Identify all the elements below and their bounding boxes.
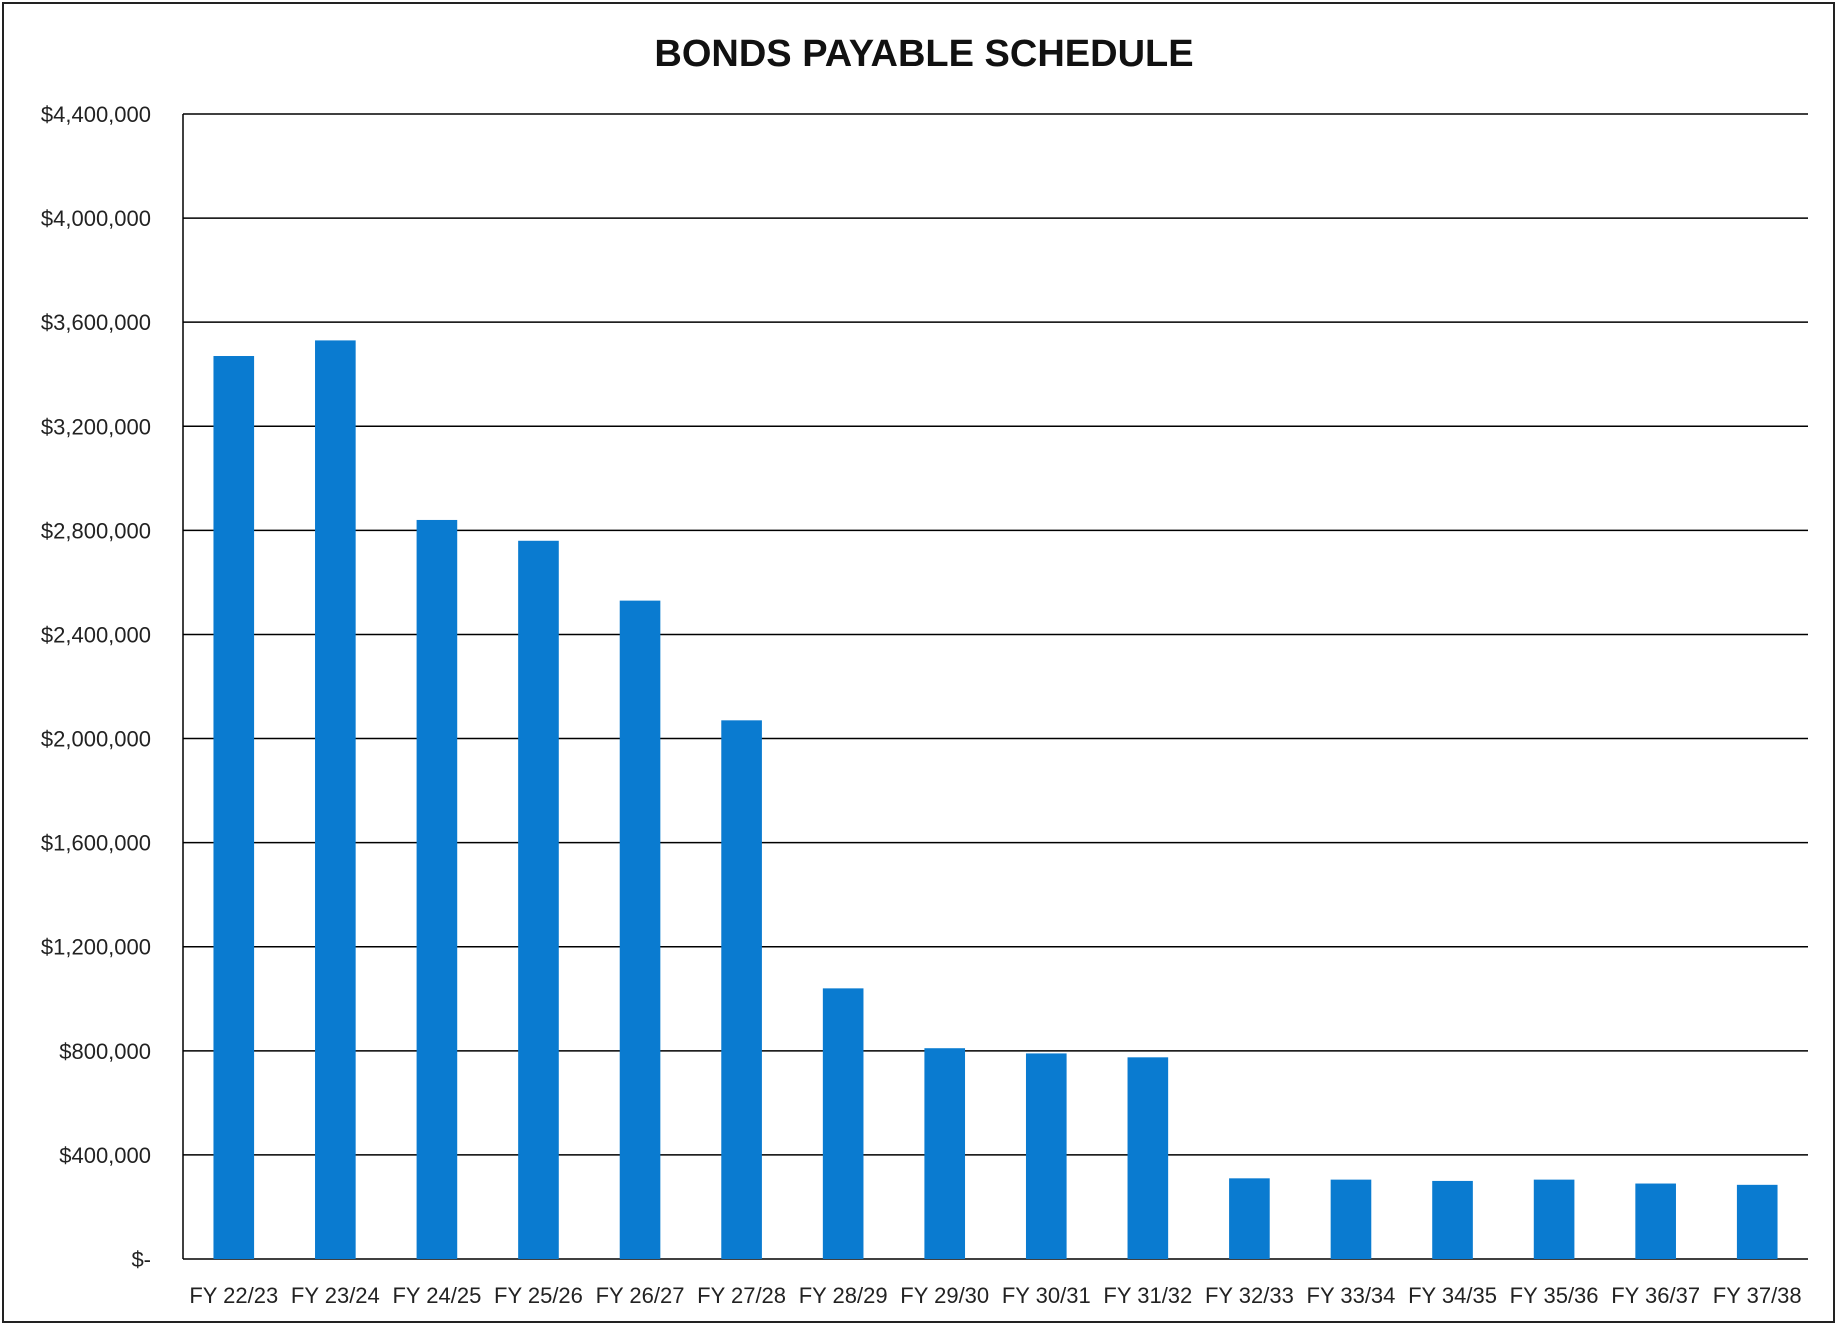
- bar-fy-31-32: [1127, 1057, 1169, 1259]
- y-axis-ticks: $- $400,000 $800,000 $1,200,000 $1,600,000 $2…: [41, 102, 151, 1272]
- bar-fy-36-37: [1635, 1183, 1676, 1259]
- bar-fy-33-34: [1330, 1179, 1372, 1259]
- bar-fy-26-27: [619, 600, 661, 1259]
- y-tick-label: $1,600,000: [41, 831, 151, 856]
- bar-fy-22-23: [213, 356, 255, 1259]
- bar-fy-23-24: [315, 340, 356, 1260]
- x-tick-label: FY 23/24: [291, 1283, 380, 1308]
- y-tick-label: $4,000,000: [41, 206, 151, 231]
- y-tick-label: $800,000: [59, 1039, 151, 1064]
- x-tick-label: FY 31/32: [1103, 1283, 1192, 1308]
- x-tick-label: FY 26/27: [596, 1283, 685, 1308]
- y-tick-label: $3,600,000: [41, 310, 151, 335]
- y-tick-label: $4,400,000: [41, 102, 151, 127]
- x-tick-label: FY 28/29: [799, 1283, 888, 1308]
- x-tick-label: FY 24/25: [392, 1283, 481, 1308]
- y-tick-label: $2,000,000: [41, 727, 151, 752]
- y-tick-label: $400,000: [59, 1143, 151, 1168]
- chart-title: BONDS PAYABLE SCHEDULE: [654, 33, 1193, 75]
- bar-fy-27-28: [721, 720, 762, 1259]
- bar-fy-28-29: [822, 988, 864, 1259]
- y-tick-label: $-: [131, 1247, 151, 1272]
- bar-fy-25-26: [518, 540, 559, 1259]
- x-tick-label: FY 25/26: [494, 1283, 583, 1308]
- x-axis-ticks: FY 22/23 FY 23/24 FY 24/25 FY 25/26 FY 26/27…: [189, 1283, 1801, 1308]
- x-tick-label: FY 29/30: [900, 1283, 989, 1308]
- y-tick-label: $2,800,000: [41, 518, 151, 543]
- y-tick-label: $3,200,000: [41, 414, 151, 439]
- x-tick-label: FY 36/37: [1611, 1283, 1700, 1308]
- x-tick-label: FY 34/35: [1408, 1283, 1497, 1308]
- bar-fy-35-36: [1533, 1179, 1575, 1259]
- bar-fy-29-30: [924, 1048, 966, 1259]
- bar-fy-32-33: [1229, 1178, 1270, 1259]
- bar-fy-37-38: [1736, 1184, 1778, 1259]
- x-tick-label: FY 27/28: [697, 1283, 786, 1308]
- x-tick-label: FY 32/33: [1205, 1283, 1294, 1308]
- bar-fy-24-25: [416, 519, 458, 1259]
- x-tick-label: FY 22/23: [189, 1283, 278, 1308]
- x-tick-label: FY 35/36: [1510, 1283, 1599, 1308]
- bar-fy-34-35: [1432, 1180, 1473, 1259]
- y-tick-label: $2,400,000: [41, 622, 151, 647]
- y-tick-label: $1,200,000: [41, 935, 151, 960]
- bars: [213, 340, 1778, 1260]
- x-tick-label: FY 30/31: [1002, 1283, 1091, 1308]
- x-tick-label: FY 37/38: [1713, 1283, 1802, 1308]
- x-tick-label: FY 33/34: [1307, 1283, 1396, 1308]
- bar-fy-30-31: [1025, 1053, 1067, 1259]
